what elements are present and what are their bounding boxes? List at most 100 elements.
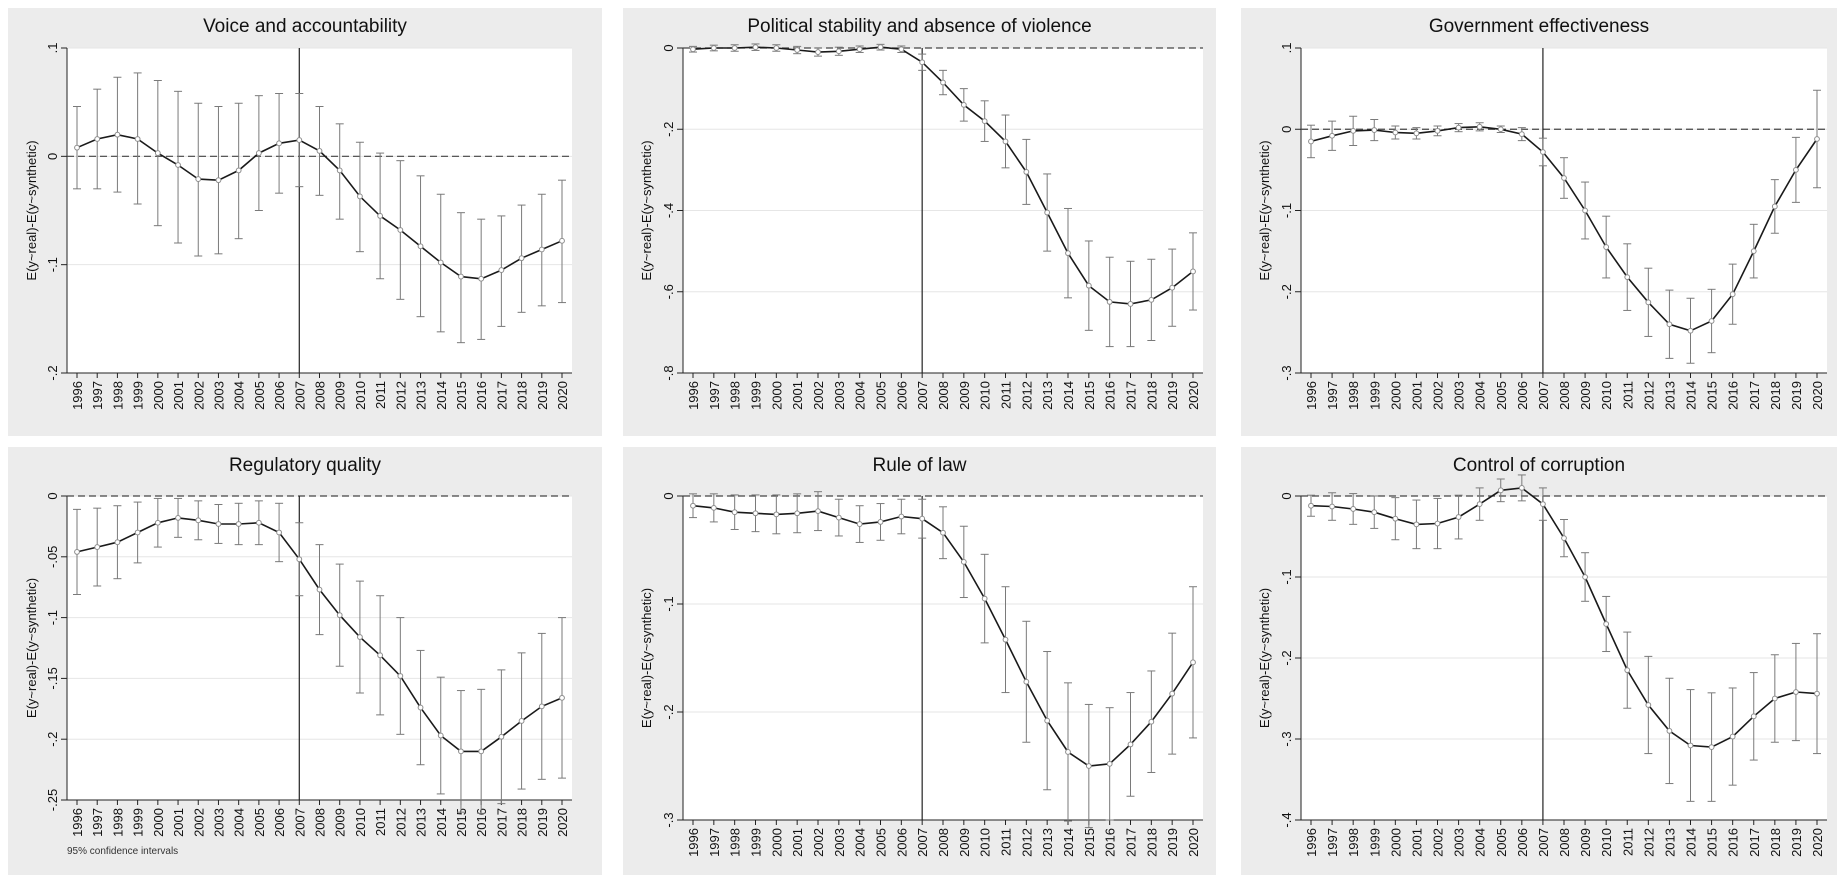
estimate-point bbox=[74, 144, 80, 151]
y-tick-label: -.3 bbox=[1279, 365, 1294, 380]
x-tick-label: 2011 bbox=[1620, 828, 1635, 856]
x-tick-label: 2019 bbox=[535, 381, 550, 410]
plot-area bbox=[67, 496, 572, 800]
estimate-point bbox=[316, 148, 323, 154]
x-tick-label: 2012 bbox=[1019, 381, 1034, 410]
x-tick-label: 2001 bbox=[171, 381, 186, 410]
x-tick-label: 2018 bbox=[1144, 828, 1159, 857]
x-tick-label: 1997 bbox=[707, 828, 722, 857]
estimate-point bbox=[877, 44, 884, 51]
chart-title: Regulatory quality bbox=[229, 455, 382, 476]
x-tick-label: 2000 bbox=[151, 381, 166, 410]
x-tick-label: 2000 bbox=[1388, 381, 1403, 410]
x-tick-label: 2017 bbox=[1124, 381, 1139, 410]
estimate-point bbox=[1371, 127, 1378, 133]
chart-panel-3: Government effectiveness .1 0 -.1 -.2 -.3 1996… bbox=[1241, 8, 1837, 436]
estimate-point bbox=[960, 558, 967, 565]
x-tick-label: 2018 bbox=[1768, 381, 1783, 410]
chart-title: Political stability and absence of viole… bbox=[747, 16, 1091, 37]
estimate-point bbox=[1750, 248, 1757, 255]
x-tick-label: 2012 bbox=[1641, 828, 1656, 857]
estimate-point bbox=[1729, 291, 1736, 298]
estimate-point bbox=[1561, 175, 1567, 181]
estimate-point bbox=[1582, 574, 1588, 580]
estimate-point bbox=[1666, 728, 1673, 734]
y-tick-label: -.2 bbox=[45, 732, 60, 747]
estimate-point bbox=[773, 45, 780, 51]
estimate-point bbox=[1190, 659, 1196, 666]
estimate-point bbox=[478, 275, 485, 282]
estimate-point bbox=[1329, 503, 1335, 510]
x-tick-label: 2003 bbox=[1452, 828, 1467, 857]
estimate-point bbox=[94, 136, 101, 142]
x-tick-label: 2004 bbox=[1473, 828, 1488, 857]
x-tick-label: 2007 bbox=[915, 828, 930, 857]
x-tick-label: 2003 bbox=[832, 828, 847, 857]
estimate-point bbox=[1814, 136, 1820, 142]
x-tick-label: 2000 bbox=[769, 828, 784, 857]
x-tick-label: 2001 bbox=[171, 808, 186, 837]
estimate-point bbox=[856, 521, 863, 527]
x-tick-label: 1998 bbox=[110, 808, 125, 837]
estimate-point bbox=[1127, 741, 1134, 748]
estimate-point bbox=[1169, 284, 1176, 291]
estimate-point bbox=[835, 514, 842, 521]
chart-title: Control of corruption bbox=[1453, 455, 1625, 476]
x-tick-label: 1996 bbox=[1304, 381, 1319, 410]
x-tick-label: 2014 bbox=[1684, 828, 1699, 857]
x-tick-label: 2001 bbox=[1409, 381, 1424, 410]
x-tick-label: 2005 bbox=[1494, 381, 1509, 410]
estimate-point bbox=[940, 529, 946, 536]
footnote: 95% confidence intervals bbox=[67, 846, 179, 857]
x-tick-label: 1997 bbox=[90, 808, 105, 837]
x-tick-label: 2011 bbox=[1620, 381, 1635, 409]
x-tick-label: 2017 bbox=[1747, 381, 1762, 410]
estimate-point bbox=[458, 748, 464, 755]
x-tick-label: 1998 bbox=[728, 381, 743, 410]
x-tick-label: 2016 bbox=[1726, 828, 1741, 857]
x-tick-label: 2014 bbox=[434, 808, 449, 837]
y-tick-label: -.4 bbox=[1279, 812, 1294, 827]
estimate-point bbox=[357, 193, 363, 200]
chart-panel-2: Political stability and absence of viole… bbox=[623, 8, 1216, 436]
estimate-point bbox=[1065, 749, 1071, 755]
x-tick-label: 2006 bbox=[894, 381, 909, 410]
estimate-point bbox=[1308, 138, 1314, 145]
x-tick-label: 2010 bbox=[353, 808, 368, 837]
estimate-point bbox=[1434, 520, 1441, 527]
x-tick-label: 2013 bbox=[1040, 828, 1055, 857]
estimate-point bbox=[1044, 717, 1051, 724]
estimate-point bbox=[518, 718, 525, 724]
estimate-point bbox=[336, 167, 343, 174]
x-tick-label: 1998 bbox=[1346, 828, 1361, 857]
estimate-point bbox=[255, 150, 262, 156]
x-tick-label: 1996 bbox=[70, 381, 85, 410]
estimate-point bbox=[74, 549, 80, 555]
estimate-point bbox=[377, 652, 384, 659]
x-tick-label: 2018 bbox=[515, 381, 530, 410]
x-tick-label: 2011 bbox=[999, 381, 1014, 409]
x-tick-label: 2012 bbox=[393, 808, 408, 837]
estimate-point bbox=[1434, 127, 1441, 134]
estimate-point bbox=[1793, 689, 1799, 695]
x-tick-label: 2001 bbox=[790, 828, 805, 857]
estimate-point bbox=[255, 519, 262, 526]
estimate-point bbox=[773, 511, 780, 518]
estimate-point bbox=[1771, 695, 1778, 702]
x-tick-label: 2019 bbox=[1789, 828, 1804, 857]
x-tick-label: 2020 bbox=[1810, 381, 1825, 410]
estimate-point bbox=[336, 612, 343, 619]
x-tick-label: 2004 bbox=[853, 381, 868, 410]
x-tick-label: 2006 bbox=[894, 828, 909, 857]
estimate-point bbox=[1065, 250, 1071, 257]
estimate-point bbox=[919, 59, 926, 66]
estimate-point bbox=[114, 131, 121, 138]
x-tick-label: 1997 bbox=[90, 381, 105, 410]
x-tick-label: 2009 bbox=[1578, 381, 1593, 410]
estimate-point bbox=[856, 46, 863, 53]
y-tick-label: -.05 bbox=[45, 546, 60, 568]
x-tick-label: 1998 bbox=[728, 828, 743, 857]
estimate-point bbox=[835, 48, 842, 55]
estimate-point bbox=[877, 519, 884, 525]
estimate-point bbox=[794, 47, 801, 53]
